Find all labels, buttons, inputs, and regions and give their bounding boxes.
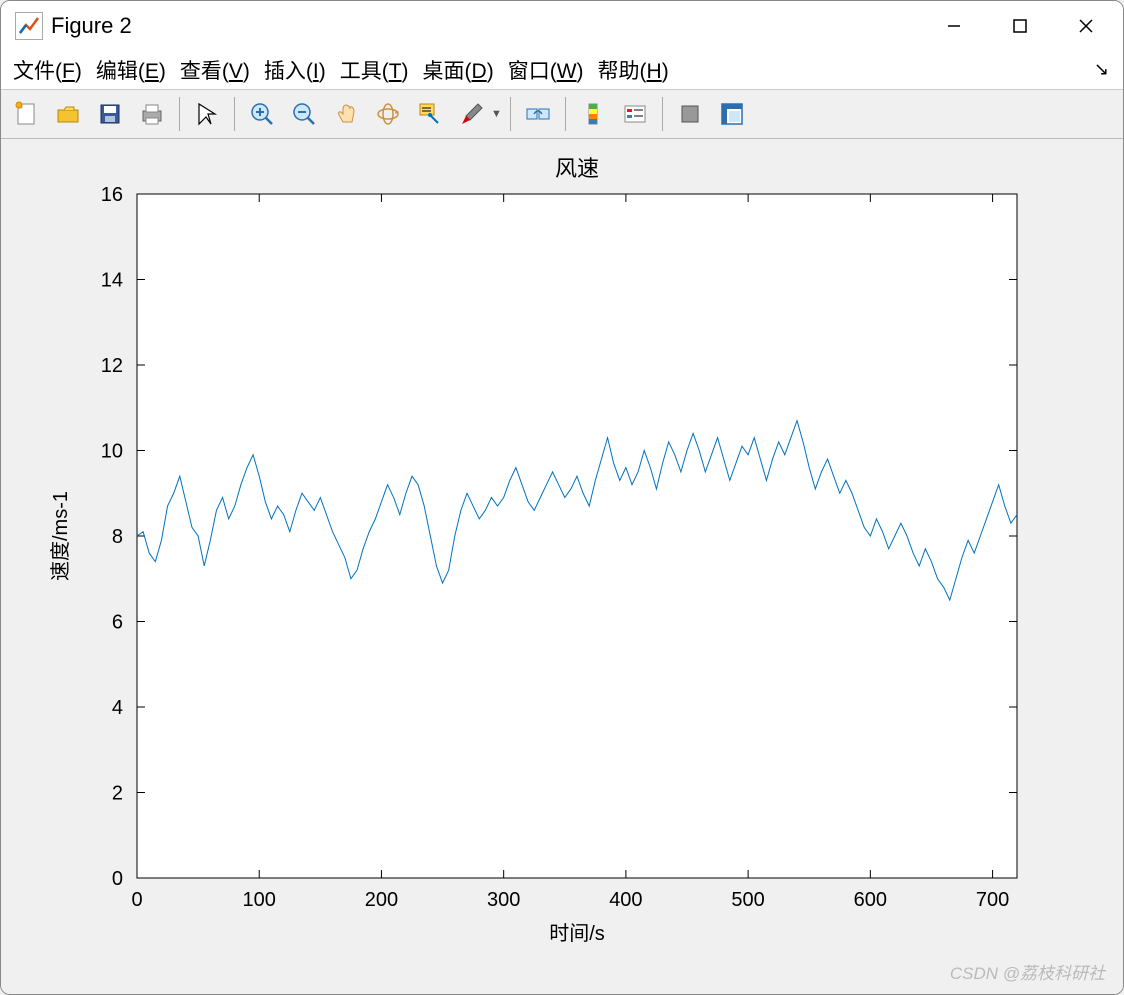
menu-insert[interactable]: 插入(I) <box>264 55 326 85</box>
rotate-3d-button[interactable] <box>369 95 407 133</box>
insert-colorbar-button[interactable] <box>574 95 612 133</box>
menu-tools[interactable]: 工具(T) <box>340 55 409 85</box>
svg-text:16: 16 <box>101 184 123 206</box>
menu-window[interactable]: 窗口(W) <box>508 55 584 85</box>
chart: 0 100 200 300 400 500 600 700 0 2 4 6 8 10 12 14 16 风速时间/… <box>1 139 1123 989</box>
svg-text:500: 500 <box>731 889 764 911</box>
svg-text:10: 10 <box>101 441 123 463</box>
svg-text:风速: 风速 <box>555 156 599 181</box>
show-plot-tools-button[interactable] <box>713 95 751 133</box>
figure-window: Figure 2 文件(F) 编辑(E) 查看(V) 插入(I) 工具(T) 桌… <box>0 0 1124 995</box>
menu-help[interactable]: 帮助(H) <box>598 55 669 85</box>
titlebar: Figure 2 <box>1 1 1123 51</box>
dock-arrow-icon[interactable]: ↘ <box>1094 59 1109 80</box>
link-data-button[interactable] <box>519 95 557 133</box>
data-cursor-button[interactable] <box>411 95 449 133</box>
menubar: 文件(F) 编辑(E) 查看(V) 插入(I) 工具(T) 桌面(D) 窗口(W… <box>1 51 1123 90</box>
insert-legend-button[interactable] <box>616 95 654 133</box>
svg-text:0: 0 <box>112 868 123 890</box>
toolbar-separator <box>662 97 663 131</box>
toolbar-separator <box>565 97 566 131</box>
svg-text:100: 100 <box>243 889 276 911</box>
toolbar-separator <box>234 97 235 131</box>
edit-plot-button[interactable] <box>188 95 226 133</box>
svg-text:600: 600 <box>854 889 887 911</box>
svg-text:0: 0 <box>131 889 142 911</box>
app-icon <box>15 12 43 40</box>
pan-button[interactable] <box>327 95 365 133</box>
close-button[interactable] <box>1053 1 1119 51</box>
svg-text:200: 200 <box>365 889 398 911</box>
window-title: Figure 2 <box>51 13 921 39</box>
new-figure-button[interactable] <box>7 95 45 133</box>
zoom-out-button[interactable] <box>285 95 323 133</box>
menu-desktop[interactable]: 桌面(D) <box>423 55 494 85</box>
dropdown-arrow-icon[interactable]: ▼ <box>491 108 502 120</box>
maximize-button[interactable] <box>987 1 1053 51</box>
figure-area: 0 100 200 300 400 500 600 700 0 2 4 6 8 10 12 14 16 风速时间/… <box>1 139 1123 994</box>
window-controls <box>921 1 1119 51</box>
toolbar-separator <box>510 97 511 131</box>
hide-plot-tools-button[interactable] <box>671 95 709 133</box>
menu-edit[interactable]: 编辑(E) <box>96 55 166 85</box>
svg-text:400: 400 <box>609 889 642 911</box>
svg-text:12: 12 <box>101 355 123 377</box>
svg-text:4: 4 <box>112 697 123 719</box>
menu-view[interactable]: 查看(V) <box>180 55 250 85</box>
svg-text:700: 700 <box>976 889 1009 911</box>
zoom-in-button[interactable] <box>243 95 281 133</box>
print-button[interactable] <box>133 95 171 133</box>
svg-text:8: 8 <box>112 526 123 548</box>
svg-text:2: 2 <box>112 783 123 805</box>
watermark-text: CSDN @荔枝科研社 <box>950 959 1105 984</box>
svg-text:6: 6 <box>112 612 123 634</box>
brush-button[interactable] <box>453 95 491 133</box>
save-button[interactable] <box>91 95 129 133</box>
svg-text:速度/ms-1: 速度/ms-1 <box>49 491 72 581</box>
svg-text:时间/s: 时间/s <box>549 922 605 945</box>
minimize-button[interactable] <box>921 1 987 51</box>
toolbar: ▼ <box>1 90 1123 139</box>
svg-text:300: 300 <box>487 889 520 911</box>
open-button[interactable] <box>49 95 87 133</box>
svg-text:14: 14 <box>101 270 123 292</box>
menu-file[interactable]: 文件(F) <box>13 55 82 85</box>
toolbar-separator <box>179 97 180 131</box>
